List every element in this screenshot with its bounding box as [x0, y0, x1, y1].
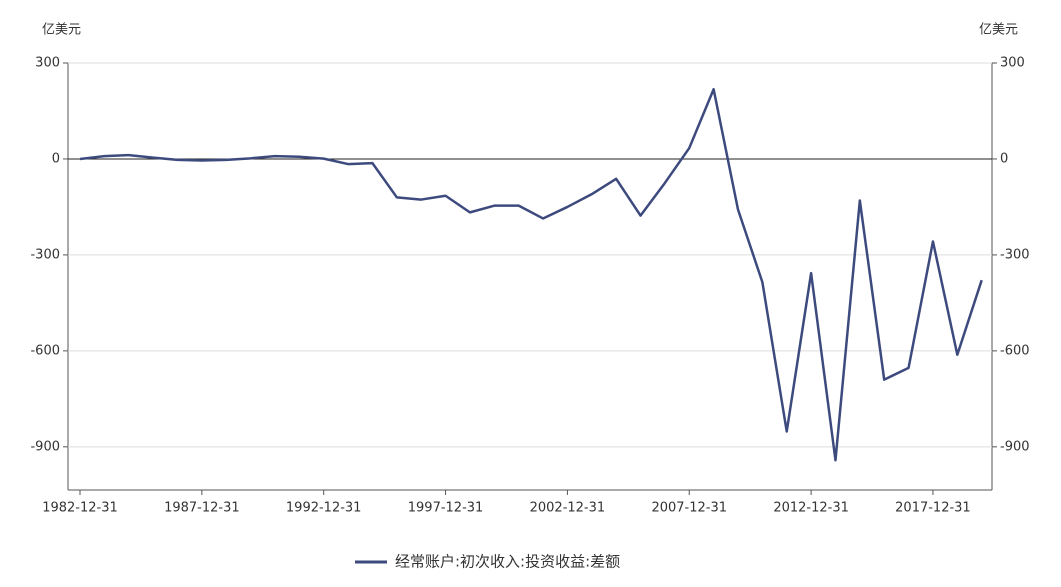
x-tick-label: 1997-12-31 [408, 501, 484, 516]
legend-label: 经常账户:初次收入:投资收益:差额 [395, 553, 620, 571]
x-tick-label: 1992-12-31 [286, 501, 362, 516]
y-tick-label: -300 [30, 247, 60, 262]
x-tick-label: 1987-12-31 [164, 501, 240, 516]
y-unit-right: 亿美元 [979, 23, 1018, 38]
y-tick-label: 300 [35, 56, 60, 71]
x-tick-label: 2017-12-31 [895, 501, 971, 516]
y2-tick-label: -600 [1000, 343, 1030, 358]
x-tick-label: 2012-12-31 [773, 501, 849, 516]
y-tick-label: 0 [52, 151, 60, 166]
y2-tick-label: -900 [1000, 439, 1030, 454]
y2-tick-label: 0 [1000, 151, 1008, 166]
y-tick-label: -900 [30, 439, 60, 454]
x-tick-label: 2002-12-31 [530, 501, 606, 516]
y2-tick-label: -300 [1000, 247, 1030, 262]
y-unit-left: 亿美元 [42, 23, 81, 38]
x-tick-label: 1982-12-31 [42, 501, 118, 516]
x-tick-label: 2007-12-31 [651, 501, 727, 516]
y2-tick-label: 300 [1000, 56, 1025, 71]
line-series [79, 87, 983, 462]
y-tick-label: -600 [30, 343, 60, 358]
